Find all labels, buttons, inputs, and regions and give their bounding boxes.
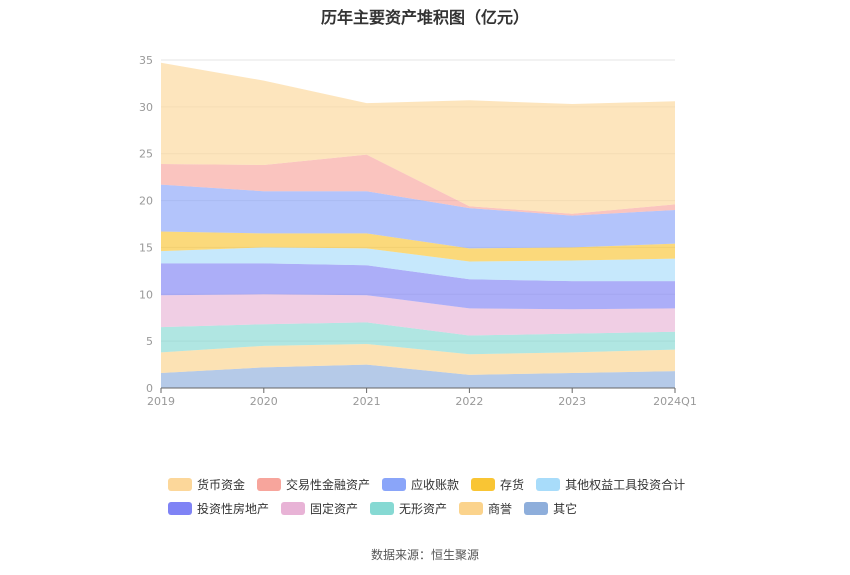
- area-series-0: [161, 364, 675, 388]
- y-tick-label: 15: [139, 241, 153, 254]
- area-series-7: [161, 184, 675, 249]
- legend-item[interactable]: 商誉: [459, 500, 512, 517]
- legend-swatch: [471, 477, 496, 491]
- chart-title: 历年主要资产堆积图（亿元）: [320, 8, 529, 27]
- legend-swatch: [459, 501, 484, 515]
- legend-item[interactable]: 应收账款: [382, 476, 459, 493]
- source-note: 数据来源：恒生聚源: [370, 548, 479, 562]
- x-tick-label: 2024Q1: [653, 395, 697, 408]
- area-series-9: [161, 62, 675, 214]
- area-series-2: [161, 322, 675, 355]
- legend-item[interactable]: 其他权益工具投资合计: [536, 476, 685, 493]
- legend-label: 其它: [553, 501, 578, 516]
- x-tick-label: 2021: [353, 395, 381, 408]
- legend-item[interactable]: 投资性房地产: [168, 500, 269, 517]
- legend-row: 投资性房地产 固定资产 无形资产 商誉 其它: [168, 496, 728, 520]
- legend-item[interactable]: 固定资产: [281, 500, 358, 517]
- legend-swatch: [168, 501, 192, 515]
- legend-item[interactable]: 其它: [524, 500, 577, 517]
- y-tick-label: 30: [139, 101, 153, 114]
- legend-swatch: [382, 477, 407, 491]
- legend-label: 固定资产: [310, 501, 359, 516]
- legend-row: 货币资金 交易性金融资产 应收账款 存货 其他权益工具投资合计: [168, 472, 728, 496]
- legend-label: 其他权益工具投资合计: [565, 477, 686, 492]
- legend-item[interactable]: 存货: [471, 476, 524, 493]
- y-tick-label: 0: [146, 382, 153, 395]
- legend-swatch: [524, 501, 549, 515]
- y-tick-label: 20: [139, 195, 153, 208]
- legend-swatch: [370, 501, 395, 515]
- y-tick-label: 10: [139, 288, 153, 301]
- y-tick-label: 35: [139, 54, 153, 67]
- legend-label: 货币资金: [197, 477, 246, 492]
- x-tick-label: 2023: [558, 395, 586, 408]
- x-tick-label: 2019: [147, 395, 175, 408]
- area-series-4: [161, 263, 675, 310]
- x-tick-label: 2022: [455, 395, 483, 408]
- legend-item[interactable]: 无形资产: [370, 500, 447, 517]
- legend: 货币资金 交易性金融资产 应收账款 存货 其他权益工具投资合计投资性房地产 固定资产 无形资…: [168, 472, 728, 520]
- legend-label: 存货: [500, 477, 525, 492]
- legend-item[interactable]: 货币资金: [168, 476, 245, 493]
- area-series-6: [161, 231, 675, 262]
- area-series-1: [161, 343, 675, 375]
- legend-item[interactable]: 交易性金融资产: [257, 476, 370, 493]
- y-tick-label: 25: [139, 148, 153, 161]
- legend-swatch: [257, 477, 282, 491]
- legend-swatch: [168, 477, 192, 491]
- legend-swatch: [536, 477, 561, 491]
- legend-label: 投资性房地产: [197, 501, 270, 516]
- area-series-5: [161, 247, 675, 282]
- legend-label: 无形资产: [399, 501, 448, 516]
- series-areas: [161, 62, 675, 388]
- legend-label: 应收账款: [411, 477, 460, 492]
- area-series-3: [161, 294, 675, 336]
- y-tick-label: 5: [146, 335, 153, 348]
- legend-swatch: [281, 501, 306, 515]
- x-tick-label: 2020: [250, 395, 278, 408]
- area-series-8: [161, 154, 675, 216]
- legend-label: 交易性金融资产: [286, 477, 371, 492]
- legend-label: 商誉: [488, 501, 513, 516]
- axes: 0 5 10 15 20 25 30 35 2019 2020 2021 2022 2023 2024Q1: [139, 54, 697, 408]
